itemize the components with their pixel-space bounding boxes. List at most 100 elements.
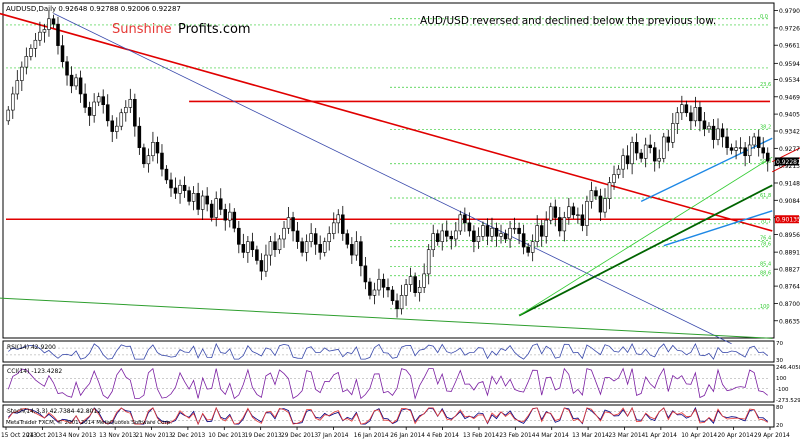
- candle-up: [309, 233, 313, 242]
- candle-up: [24, 56, 29, 68]
- blue-lower-line: [663, 210, 773, 247]
- rsi-pane-frame: [2, 340, 775, 363]
- x-tick-label: 29 Dec 2013: [281, 433, 318, 439]
- candle-down: [87, 107, 92, 116]
- candle-up: [92, 101, 96, 116]
- candle-up: [680, 104, 684, 114]
- candle-up: [304, 241, 309, 253]
- candle-up: [734, 147, 738, 151]
- candle-down: [472, 230, 476, 242]
- candle-up: [128, 99, 133, 108]
- candle-down: [65, 61, 69, 76]
- candle-down: [237, 227, 241, 245]
- indicator-tick-label: 30: [776, 358, 783, 364]
- trendlines-layer: [0, 12, 800, 345]
- candle-down: [711, 125, 716, 140]
- candle-down: [196, 193, 200, 210]
- candle-up: [512, 227, 517, 230]
- candle-up: [15, 80, 20, 95]
- x-tick-label: 10 Dec 2013: [208, 433, 245, 439]
- candle-down: [368, 281, 372, 296]
- candle-up: [29, 48, 33, 57]
- candle-up: [603, 198, 607, 213]
- candle-down: [223, 209, 228, 221]
- candle-up: [567, 206, 571, 218]
- candle-down: [209, 203, 214, 218]
- candle-down: [359, 241, 363, 267]
- candle-up: [607, 182, 612, 199]
- candle-up: [96, 96, 101, 103]
- candle-down: [539, 225, 544, 237]
- candle-down: [594, 190, 598, 197]
- x-tick-label: 13 Feb 2014: [463, 433, 499, 439]
- candle-down: [101, 96, 105, 106]
- y-tick-label: 0.86355: [779, 318, 800, 325]
- candle-down: [381, 278, 386, 288]
- candle-down: [390, 289, 395, 302]
- candle-up: [693, 107, 698, 122]
- candle-up: [399, 295, 404, 310]
- candle-up: [417, 287, 422, 293]
- candle-down: [702, 120, 707, 130]
- candle-up: [119, 112, 124, 127]
- fib-level-label: 61.8: [760, 193, 771, 199]
- candle-down: [313, 233, 318, 245]
- candle-down: [652, 147, 657, 162]
- x-tick-label: 19 Dec 2013: [245, 433, 282, 439]
- support-price-label: 0.90135: [776, 217, 800, 224]
- candle-up: [643, 144, 648, 159]
- candle-down: [160, 152, 164, 170]
- x-tick-label: 16 Jan 2014: [354, 433, 389, 439]
- candle-up: [42, 29, 47, 33]
- watermark-sunshine: Sunshine: [112, 22, 172, 37]
- blue-downtrend-line: [53, 13, 732, 345]
- candle-down: [684, 104, 689, 114]
- x-tick-label: 21 Nov 2013: [136, 433, 173, 439]
- candle-down: [648, 144, 652, 148]
- candle-down: [517, 227, 521, 234]
- candle-down: [318, 244, 322, 253]
- candle-down: [51, 18, 56, 25]
- candle-up: [327, 233, 331, 242]
- candle-down: [449, 235, 454, 240]
- candle-down: [444, 230, 449, 237]
- candle-up: [707, 125, 711, 130]
- candle-down: [761, 147, 765, 154]
- candle-down: [182, 184, 187, 191]
- indicator-tick-label: 20: [776, 423, 783, 429]
- x-tick-label: 1 Apr 2014: [645, 433, 677, 439]
- candle-down: [83, 93, 87, 108]
- y-tick-label: 0.87645: [779, 284, 800, 291]
- support-price-label-bg: [775, 215, 799, 224]
- candle-up: [228, 211, 232, 221]
- candle-down: [259, 260, 264, 272]
- candle-up: [336, 214, 341, 224]
- y-tick-label: 0.97905: [779, 8, 800, 15]
- x-tick-label: 10 Apr 2014: [681, 433, 717, 439]
- fib-level-label: 70.7: [760, 219, 771, 225]
- candle-down: [110, 120, 115, 132]
- candle-up: [426, 249, 431, 275]
- y-tick-label: 0.88275: [779, 267, 800, 274]
- stoch-signal-line: [7, 406, 768, 426]
- candle-up: [661, 136, 666, 159]
- x-tick-label: 26 Jan 2014: [390, 433, 425, 439]
- candle-up: [481, 225, 485, 237]
- x-tick-label: 2 Dec 2013: [172, 433, 206, 439]
- candle-down: [463, 214, 467, 224]
- candle-up: [562, 217, 567, 232]
- candle-down: [363, 265, 368, 283]
- candle-up: [616, 168, 621, 175]
- candle-up: [151, 142, 155, 157]
- candle-down: [553, 206, 558, 218]
- fib-level-label: 85.4: [760, 261, 771, 267]
- candle-down: [291, 217, 295, 232]
- candle-up: [124, 107, 128, 114]
